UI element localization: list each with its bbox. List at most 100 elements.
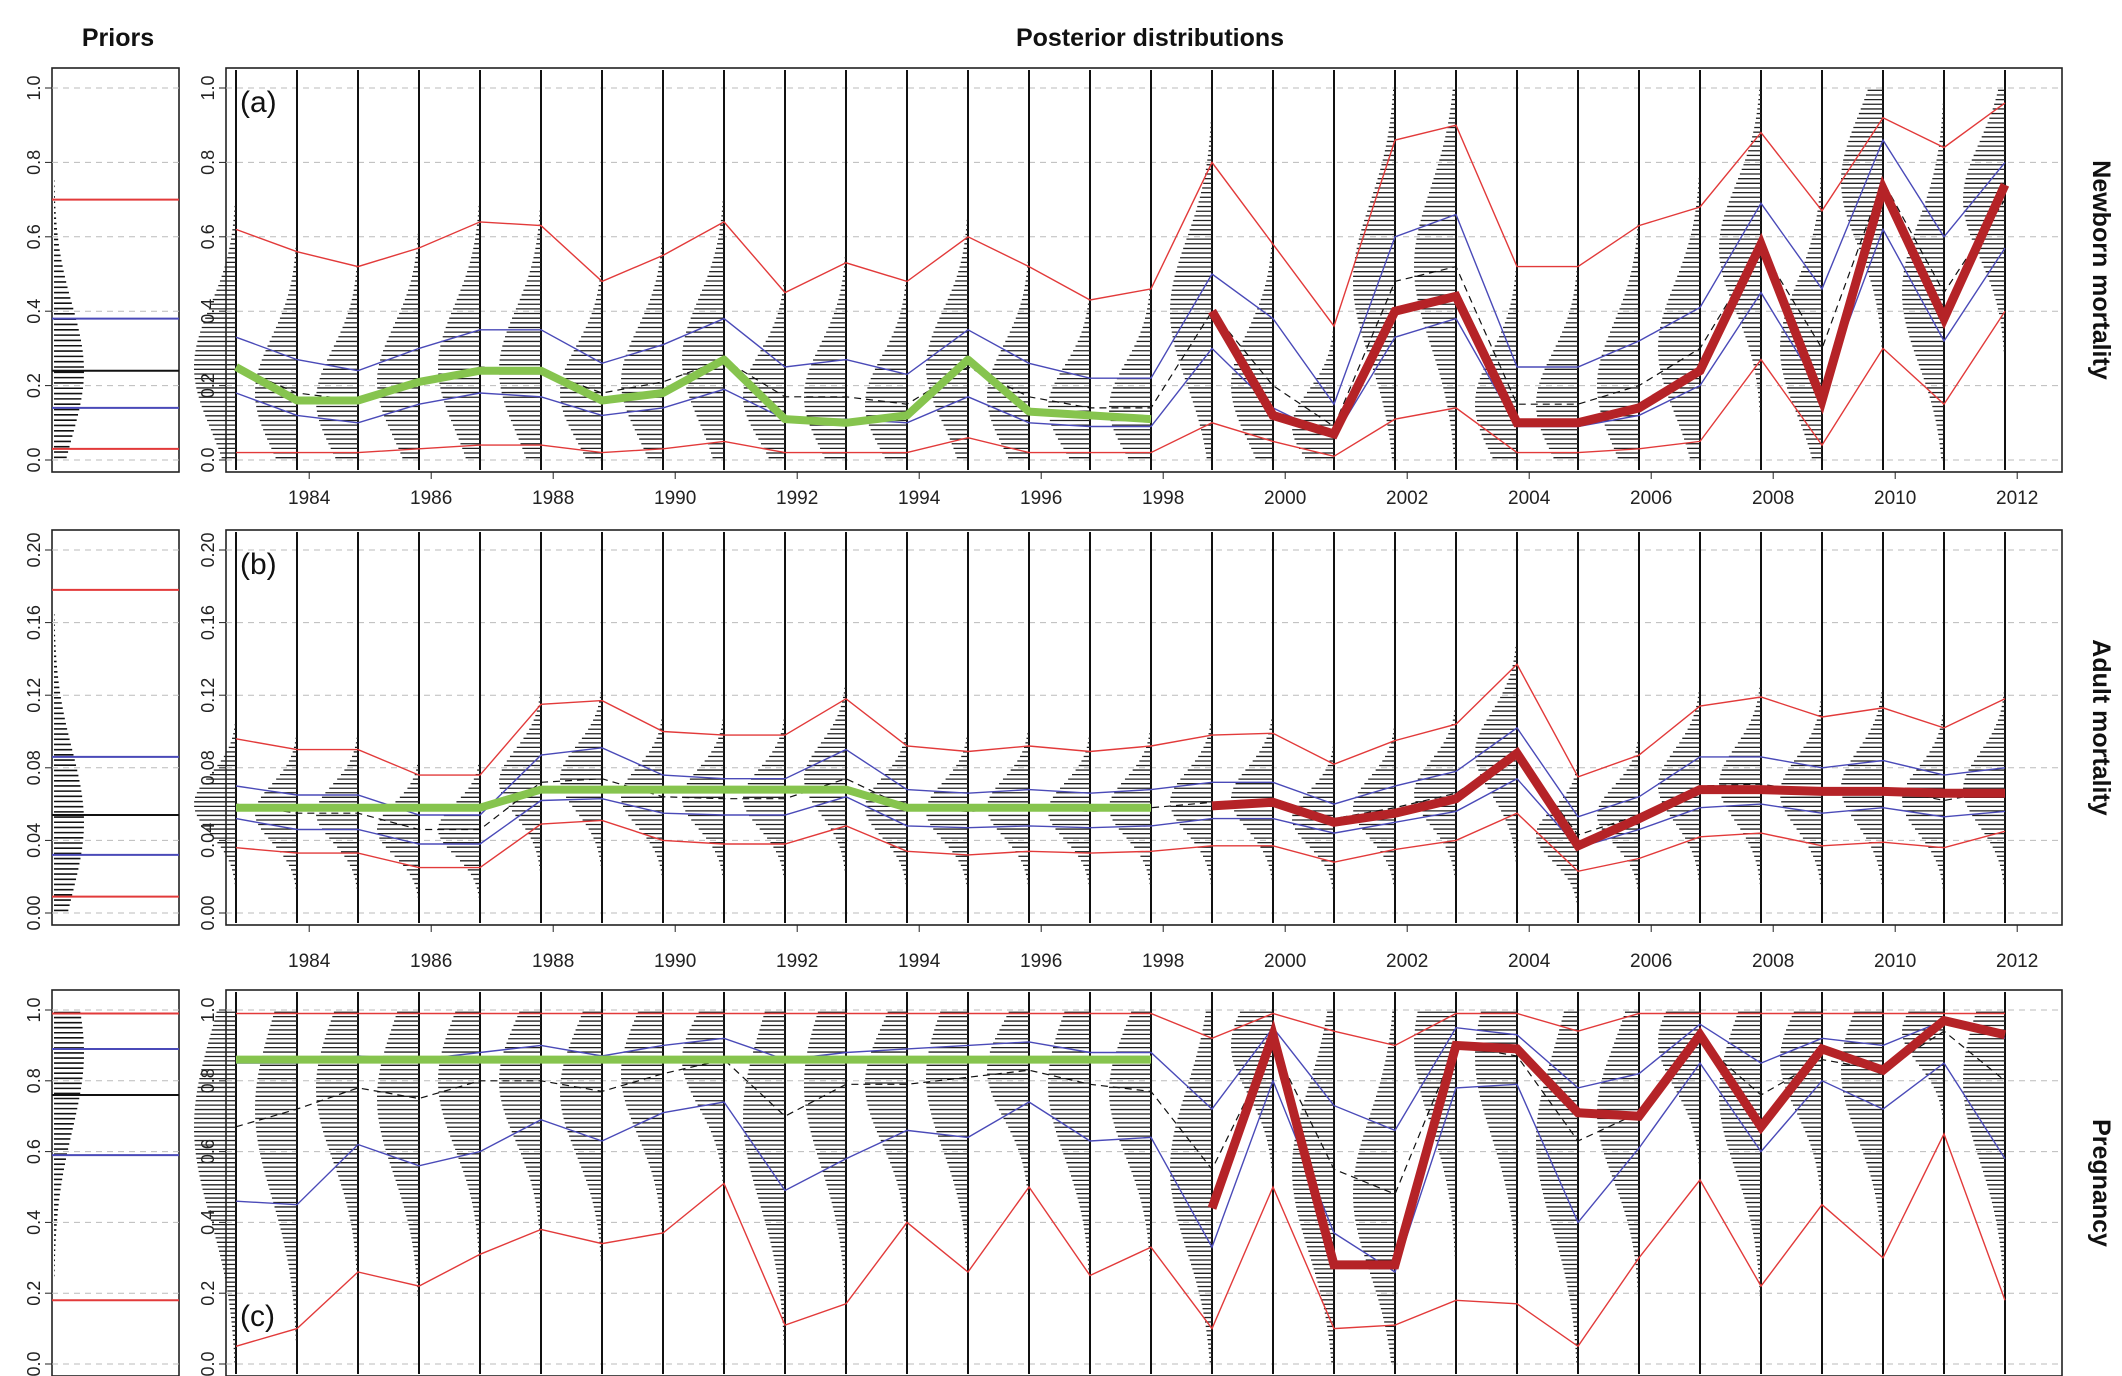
y-tick-label: 0.8 — [198, 1068, 218, 1093]
x-tick-label: 1998 — [1142, 488, 1184, 509]
side-label: Newborn mortality — [2087, 160, 2115, 380]
prior-y-tick-label: 0.12 — [24, 678, 44, 713]
priors-header: Priors — [82, 24, 154, 52]
y-tick-label: 0.16 — [198, 605, 218, 640]
y-tick-label: 0.0 — [198, 1351, 218, 1376]
y-tick-label: 0.6 — [198, 1139, 218, 1164]
x-tick-label: 2000 — [1264, 951, 1306, 972]
side-label: Adult mortality — [2087, 639, 2115, 815]
y-tick-label: 0.2 — [198, 373, 218, 398]
prior-y-tick-label: 0.0 — [24, 447, 44, 472]
x-tick-label: 1992 — [776, 951, 818, 972]
annual-model-line — [1207, 1015, 2007, 1270]
x-tick-label: 2004 — [1508, 488, 1551, 509]
panel-label: (b) — [240, 548, 277, 581]
x-tick-label: 2010 — [1874, 488, 1916, 509]
prior-y-tick-label: 0.16 — [24, 605, 44, 640]
y-tick-label: 1.0 — [198, 997, 218, 1022]
series-upper-95- — [235, 663, 2006, 778]
x-tick-label: 2004 — [1508, 951, 1551, 972]
posterior-box — [225, 529, 2063, 926]
x-tick-label: 2008 — [1752, 951, 1794, 972]
prior-y-tick-label: 0.8 — [24, 150, 44, 175]
x-tick-label: 1988 — [532, 488, 574, 509]
prior-y-tick-label: 0.00 — [24, 895, 44, 930]
x-tick-label: 1986 — [410, 951, 452, 972]
x-tick-label: 1984 — [288, 951, 331, 972]
x-tick-label: 1998 — [1142, 951, 1184, 972]
x-tick-label: 1984 — [288, 488, 331, 509]
series-lower-50- — [235, 227, 2006, 439]
prior-y-tick-label: 0.20 — [24, 532, 44, 567]
y-tick-label: 0.6 — [198, 224, 218, 249]
y-tick-label: 0.8 — [198, 150, 218, 175]
constant-model-line — [236, 785, 1151, 812]
panel-1: 0.00 0.00 0.04 0.04 0.08 0.08 0.12 0.12 0.16 0.16… — [24, 529, 2115, 972]
series-upper-50- — [235, 726, 2006, 818]
prior-y-tick-label: 0.8 — [24, 1068, 44, 1093]
panel-label: (a) — [240, 86, 277, 119]
x-tick-label: 2012 — [1996, 488, 2038, 509]
x-tick-label: 1988 — [532, 951, 574, 972]
prior-y-tick-label: 0.2 — [24, 373, 44, 398]
series-lower-95- — [236, 310, 2006, 458]
x-tick-label: 2006 — [1630, 951, 1672, 972]
series-lower-95- — [235, 812, 2006, 873]
posterior-header: Posterior distributions — [1016, 24, 1284, 52]
x-tick-label: 2008 — [1752, 488, 1794, 509]
x-tick-label: 1986 — [410, 488, 452, 509]
series-upper-50- — [235, 138, 2006, 406]
y-tick-label: 0.00 — [198, 895, 218, 930]
series-median — [235, 1030, 2006, 1195]
panel-0: 0.0 0.0 0.2 0.2 0.4 0.4 0.6 0.6 0.8 0.8 1.0 1.0 Newb… — [24, 67, 2115, 509]
annual-model-line — [1208, 175, 2010, 440]
prior-box — [51, 67, 180, 473]
y-tick-label: 0.04 — [198, 823, 218, 858]
x-tick-label: 1994 — [898, 488, 941, 509]
y-tick-label: 0.12 — [198, 678, 218, 713]
posterior-box — [225, 67, 2063, 473]
x-tick-label: 1996 — [1020, 488, 1062, 509]
prior-y-tick-label: 1.0 — [24, 75, 44, 100]
x-tick-label: 1992 — [776, 488, 818, 509]
prior-y-tick-label: 0.6 — [24, 224, 44, 249]
constant-model-line — [234, 355, 1152, 427]
series-lower-50- — [235, 1061, 2006, 1274]
x-tick-label: 2010 — [1874, 951, 1916, 972]
annual-model-line — [1211, 746, 2005, 852]
series-lower-50- — [235, 777, 2006, 849]
y-tick-label: 0.2 — [198, 1281, 218, 1306]
x-tick-label: 1996 — [1020, 951, 1062, 972]
panel-label: (c) — [240, 1300, 275, 1333]
prior-y-tick-label: 0.2 — [24, 1281, 44, 1306]
side-label: Pregnancy — [2087, 1119, 2115, 1247]
x-tick-label: 1990 — [654, 488, 696, 509]
y-tick-label: 1.0 — [198, 75, 218, 100]
prior-y-tick-label: 0.08 — [24, 750, 44, 785]
x-tick-label: 2002 — [1386, 488, 1428, 509]
x-tick-label: 2000 — [1264, 488, 1306, 509]
x-tick-label: 2012 — [1996, 951, 2038, 972]
y-tick-label: 0.0 — [198, 447, 218, 472]
prior-y-tick-label: 1.0 — [24, 997, 44, 1022]
x-tick-label: 2002 — [1386, 951, 1428, 972]
prior-y-tick-label: 0.0 — [24, 1351, 44, 1376]
y-tick-label: 0.08 — [198, 750, 218, 785]
prior-y-tick-label: 0.6 — [24, 1139, 44, 1164]
x-tick-label: 1994 — [898, 951, 941, 972]
posterior-box — [225, 989, 2063, 1376]
prior-y-tick-label: 0.4 — [24, 1210, 44, 1235]
series-lower-95- — [235, 1132, 2006, 1348]
y-tick-label: 0.20 — [198, 532, 218, 567]
panels: 0.0 0.0 0.2 0.2 0.4 0.4 0.6 0.6 0.8 0.8 1.0 1.0 Newb… — [24, 67, 2115, 1376]
prior-box — [51, 989, 180, 1376]
series-upper-50- — [236, 1019, 2006, 1132]
y-tick-label: 0.4 — [198, 299, 218, 324]
panel-2: 0.0 0.0 0.2 0.2 0.4 0.4 0.6 0.6 0.8 0.8 1.0 1.0 Preg… — [24, 989, 2115, 1376]
prior-y-tick-label: 0.4 — [24, 299, 44, 324]
series-upper-95- — [236, 1012, 2005, 1047]
series-upper-95- — [235, 102, 2006, 328]
prior-box — [51, 529, 180, 926]
x-tick-label: 1990 — [654, 951, 696, 972]
